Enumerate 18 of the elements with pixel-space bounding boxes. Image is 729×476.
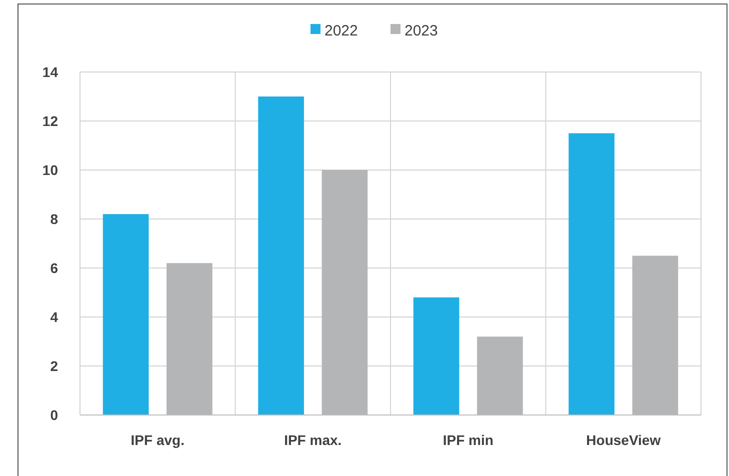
y-tick-label: 6 <box>50 260 58 276</box>
bar <box>568 133 614 415</box>
legend-label: 2023 <box>404 22 438 40</box>
y-tick-label: 8 <box>50 210 58 227</box>
x-tick-label: IPF max. <box>284 432 342 448</box>
x-tick-label: IPF avg. <box>130 432 184 448</box>
bar <box>258 96 304 415</box>
legend-label: 2022 <box>324 22 358 40</box>
y-tick-label: 14 <box>42 64 58 80</box>
y-tick-label: 4 <box>50 308 58 325</box>
x-tick-label: IPF min <box>442 432 494 448</box>
bar <box>413 297 460 415</box>
bar <box>102 214 149 415</box>
x-tick-label: HouseView <box>586 432 661 448</box>
y-tick-label: 0 <box>50 406 58 423</box>
y-tick-label: 2 <box>50 358 58 374</box>
y-tick-label: 12 <box>42 112 58 129</box>
y-tick-label: 10 <box>42 162 58 178</box>
